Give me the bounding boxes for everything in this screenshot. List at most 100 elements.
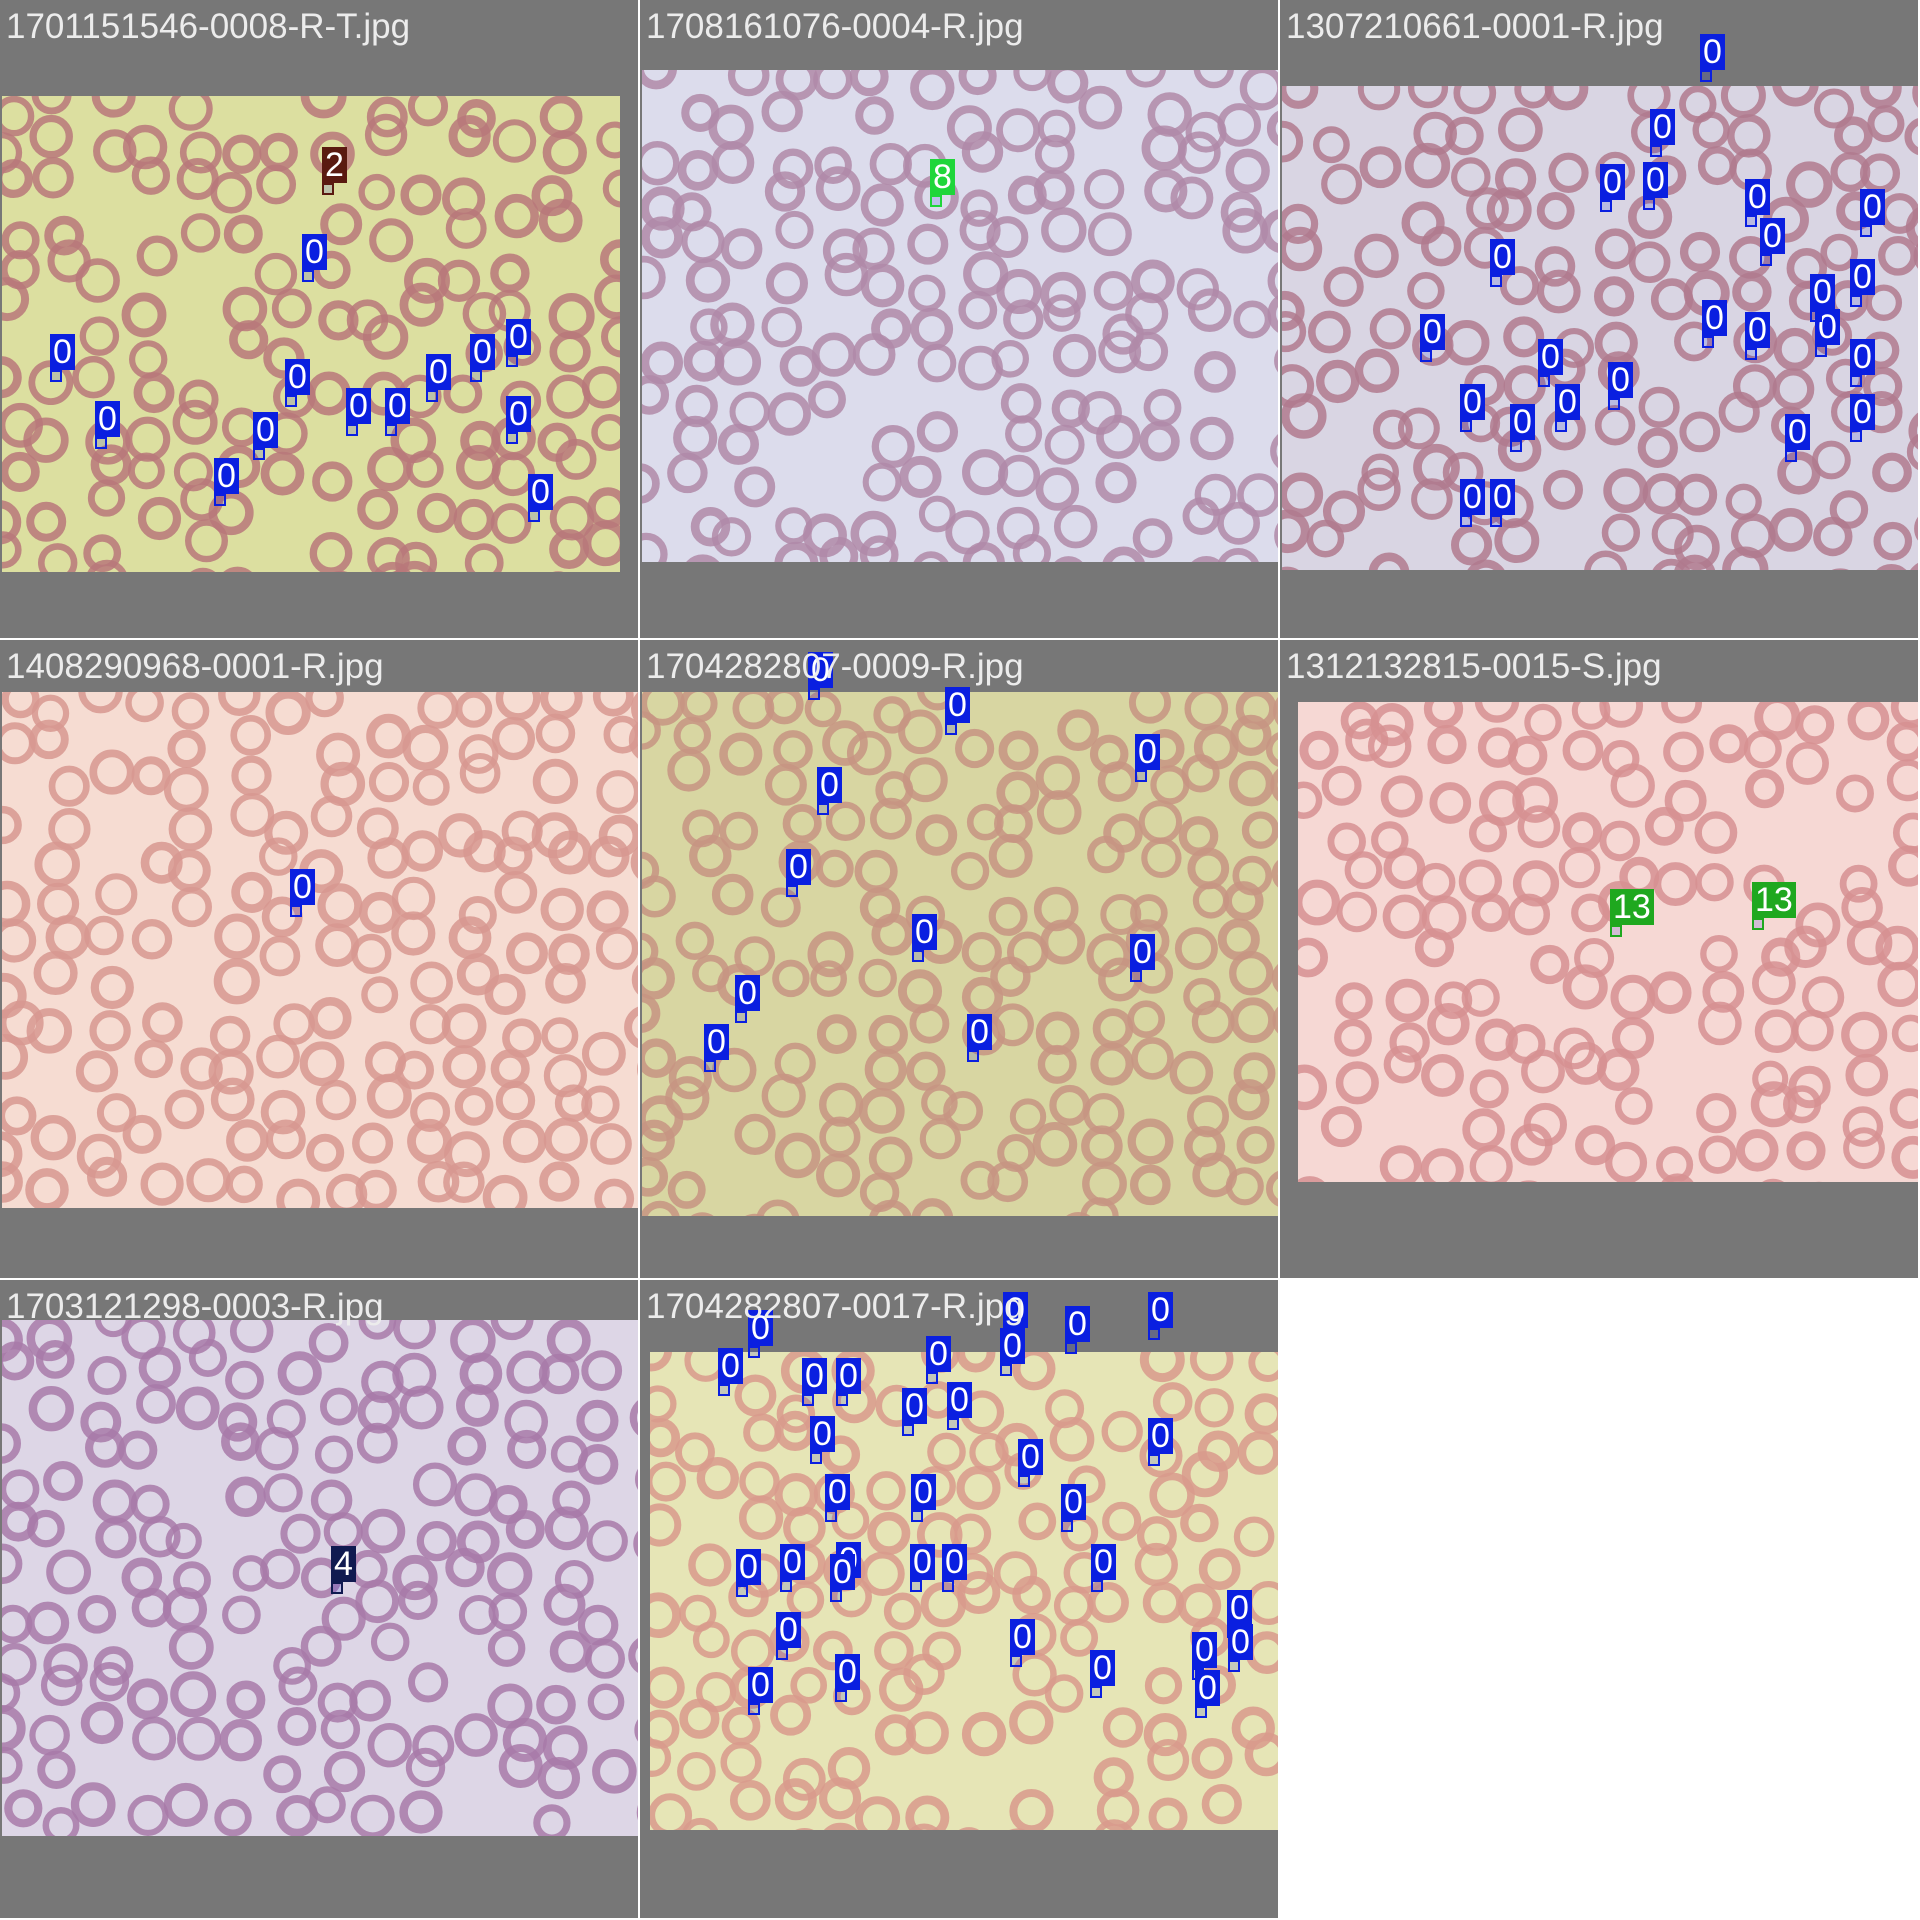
bounding-box	[1785, 450, 1797, 462]
red-blood-cell	[764, 171, 806, 212]
red-blood-cell	[1517, 805, 1561, 849]
red-blood-cell	[229, 320, 269, 360]
red-blood-cell	[598, 814, 638, 858]
red-blood-cell	[1783, 1085, 1822, 1124]
red-blood-cell	[142, 1002, 183, 1043]
bounding-box	[385, 424, 397, 436]
red-blood-cell	[230, 792, 275, 837]
red-blood-cell	[84, 915, 124, 956]
red-blood-cell	[494, 870, 538, 914]
red-blood-cell	[319, 1387, 358, 1426]
red-blood-cell	[905, 1711, 949, 1755]
red-blood-cell	[163, 1782, 208, 1827]
red-blood-cell	[1152, 1382, 1193, 1422]
red-blood-cell	[87, 479, 126, 517]
red-blood-cell	[1736, 1129, 1779, 1172]
red-blood-cell	[1510, 1123, 1553, 1166]
red-blood-cell	[1404, 142, 1451, 189]
red-blood-cell	[761, 90, 803, 133]
red-blood-cell	[950, 1513, 992, 1555]
red-blood-cell	[1032, 1121, 1078, 1167]
class-id-label: 0	[1061, 1484, 1086, 1520]
red-blood-cell	[1679, 411, 1721, 453]
red-blood-cell	[922, 1631, 962, 1671]
bounding-box	[1752, 918, 1764, 930]
red-blood-cell	[1692, 111, 1730, 149]
class-id-label: 0	[1555, 384, 1580, 420]
red-blood-cell	[1421, 1053, 1464, 1097]
red-blood-cell	[2, 1131, 23, 1178]
red-blood-cell	[1217, 548, 1259, 562]
red-blood-cell	[130, 1484, 170, 1524]
red-blood-cell	[1863, 366, 1903, 407]
class-id-label: 0	[912, 914, 937, 950]
red-blood-cell	[43, 1643, 88, 1688]
red-blood-cell	[864, 1048, 907, 1091]
red-blood-cell	[1132, 518, 1173, 558]
red-blood-cell	[351, 933, 392, 974]
red-blood-cell	[916, 692, 959, 711]
red-blood-cell	[1143, 388, 1182, 427]
red-blood-cell	[273, 1647, 312, 1685]
red-blood-cell	[180, 1047, 223, 1090]
red-blood-cell	[72, 355, 115, 399]
red-blood-cell	[226, 1119, 269, 1162]
class-id-label: 0	[95, 401, 120, 437]
red-blood-cell	[719, 811, 759, 851]
red-blood-cell	[118, 1430, 158, 1470]
red-blood-cell	[734, 1374, 777, 1417]
tile-filename: 1704282807-0009-R.jpg	[646, 647, 1024, 686]
image-tile: 1701151546-0008-R-T.jpg 2 0 0 0 0 0 0 0 0 0 0 0 0 0	[0, 0, 638, 638]
blood-smear-image	[1282, 86, 1918, 570]
red-blood-cell	[454, 1713, 498, 1757]
class-id-label: 0	[1003, 1292, 1028, 1328]
red-blood-cell	[484, 973, 526, 1016]
red-blood-cell	[1035, 467, 1080, 511]
detection-label: 0	[1510, 404, 1535, 452]
red-blood-cell	[711, 517, 752, 557]
red-blood-cell	[405, 1747, 446, 1788]
red-blood-cell	[825, 801, 866, 841]
red-blood-cell	[642, 932, 659, 970]
class-id-label: 13	[1752, 882, 1796, 918]
red-blood-cell	[1891, 1135, 1918, 1179]
red-blood-cell	[535, 713, 576, 754]
red-blood-cell	[603, 715, 638, 754]
red-blood-cell	[650, 1461, 686, 1502]
red-blood-cell	[642, 532, 668, 562]
class-id-label: 4	[331, 1546, 356, 1582]
red-blood-cell	[1750, 1081, 1797, 1128]
red-blood-cell	[1225, 1167, 1264, 1206]
red-blood-cell	[642, 957, 675, 1000]
red-blood-cell	[1139, 1352, 1185, 1383]
red-blood-cell	[960, 189, 998, 227]
red-blood-cell	[546, 374, 591, 419]
red-blood-cell	[455, 692, 493, 728]
red-blood-cell	[1298, 1064, 1328, 1111]
bounding-box	[1745, 215, 1757, 227]
red-blood-cell	[417, 1160, 460, 1203]
red-blood-cell	[554, 1084, 593, 1122]
class-id-label: 0	[1850, 259, 1875, 295]
red-blood-cell	[532, 758, 579, 805]
class-id-label: 0	[253, 412, 278, 448]
red-blood-cell	[860, 263, 905, 308]
red-blood-cell	[171, 886, 212, 928]
bounding-box	[780, 1580, 792, 1592]
red-blood-cell	[1194, 351, 1236, 393]
red-blood-cell	[490, 1320, 534, 1341]
red-blood-cell	[315, 1079, 357, 1121]
red-blood-cell	[2, 500, 22, 545]
red-blood-cell	[408, 1662, 449, 1703]
detection-label: 0	[836, 1358, 861, 1406]
red-blood-cell	[1136, 1516, 1177, 1557]
red-blood-cell	[1182, 497, 1221, 535]
red-blood-cell	[1795, 902, 1841, 948]
red-blood-cell	[1078, 85, 1123, 130]
detection-label: 0	[1700, 34, 1725, 82]
bounding-box	[735, 1011, 747, 1023]
red-blood-cell	[368, 762, 410, 803]
red-blood-cell	[816, 1153, 861, 1198]
red-blood-cell	[1542, 469, 1583, 510]
red-blood-cell	[581, 1350, 623, 1391]
